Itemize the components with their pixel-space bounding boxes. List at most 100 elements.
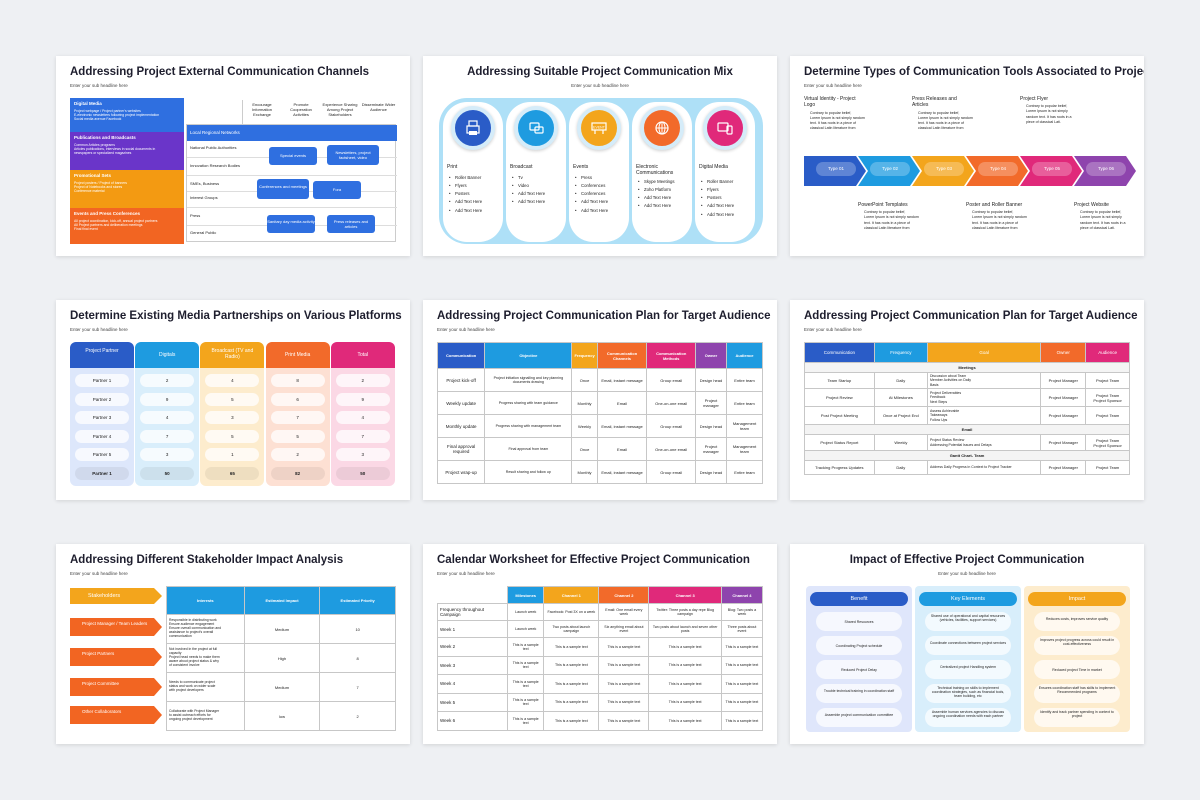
slide-title: Addressing Project Communication Plan fo… xyxy=(437,310,771,322)
table-cell: This is a sample text xyxy=(543,674,600,694)
type-arrow[interactable]: Type 04 xyxy=(966,156,1028,186)
slide-communication-mix[interactable]: Addressing Suitable Project Communicatio… xyxy=(423,56,777,256)
table-cell: Email, instant message xyxy=(596,414,648,438)
interest-line: aware about project status & why xyxy=(169,658,219,663)
table-row: Post Project Meeting Once at Project End A… xyxy=(804,406,1130,425)
table-row: Team Startup Daily Discussion about Team Me… xyxy=(804,372,1130,389)
table-cell: Once xyxy=(571,368,598,392)
impact-column: Key Elements Shared use of operational an… xyxy=(915,586,1021,732)
stakeholder-label: Project Committee xyxy=(82,681,120,686)
goal-line: Member Activities on Daily xyxy=(930,378,972,383)
column-header[interactable]: Impact xyxy=(1028,592,1126,606)
section-header: Gantt Chart- Team xyxy=(804,450,1130,461)
stakeholder-arrow[interactable]: Other Collaborators xyxy=(70,706,162,724)
type-arrow[interactable]: Type 02 xyxy=(858,156,920,186)
mix-list-item: Roller Banner xyxy=(449,174,503,182)
mix-list-item: Add Text Here xyxy=(701,211,755,219)
column-header: Project Partner xyxy=(70,342,134,368)
interest-line: Collaborate with Project Manager xyxy=(169,709,220,714)
interest-line: status and work on wider scale xyxy=(169,684,216,689)
mix-card[interactable]: BroadcastTvVideoAdd Text HereAdd Text He… xyxy=(506,102,566,242)
category-title: Digital Media xyxy=(74,101,102,106)
impact-item: Identify and track partner spending in c… xyxy=(1034,708,1120,727)
column-header[interactable]: Key Elements xyxy=(919,592,1017,606)
type-arrow[interactable]: Type 03 xyxy=(912,156,974,186)
tool-line: random text. It has roots in a xyxy=(1026,114,1072,119)
table-cell: Entire team xyxy=(726,368,763,392)
table-cell: Weekly xyxy=(873,434,929,451)
slide-comm-plan-1[interactable]: Addressing Project Communication Plan fo… xyxy=(423,300,777,500)
column-header: Communication xyxy=(436,342,486,369)
impact-table: Interests Estimated Impact Estimated Prior… xyxy=(166,586,396,731)
stakeholder-arrow[interactable]: Project Committee xyxy=(70,678,162,696)
slide-impact[interactable]: Impact of Effective Project Communicatio… xyxy=(790,544,1144,744)
table-cell: This is a sample text xyxy=(720,637,764,657)
slide-communication-tools[interactable]: Determine Types of Communication Tools A… xyxy=(790,56,1144,256)
mix-card[interactable]: Electronic CommunicationsSkype MeetingsZ… xyxy=(632,102,692,242)
slide-title: Determine Existing Media Partnerships on… xyxy=(70,310,402,322)
interest-line: Needs to communicate project xyxy=(169,680,215,685)
partner-column: Total 2 9 4 7 3 50 xyxy=(330,342,395,486)
table-cell: Monthly xyxy=(571,391,598,415)
stakeholder-arrow[interactable]: Project Partners xyxy=(70,648,162,666)
table-cell: One-on-one email xyxy=(646,391,696,415)
slide-title: Addressing Project Communication Plan fo… xyxy=(804,310,1138,322)
column-header: Objective xyxy=(484,342,573,369)
partner-cell: Partner 4 xyxy=(75,429,129,443)
table-cell: Final approval from team xyxy=(484,437,573,461)
goal-cell: Project Status Review Addressing Potentia… xyxy=(926,434,1042,451)
column-header: Total xyxy=(330,342,395,368)
interest-line: Ensure overall communication and xyxy=(169,626,222,631)
interest-line: assistance to project's overall xyxy=(169,629,214,634)
slide-external-channels[interactable]: Addressing Project External Communicatio… xyxy=(56,56,410,256)
partner-cell: 7 xyxy=(335,429,390,443)
table-cell: Management team xyxy=(726,414,763,438)
slide-calendar-worksheet[interactable]: Calendar Worksheet for Effective Project… xyxy=(423,544,777,744)
tool-lines: Contrary to popular belief, Lorem Ipsum i… xyxy=(810,111,904,132)
partner-cell: 50 xyxy=(140,466,195,480)
table-cell: Medium xyxy=(243,672,321,702)
table-cell: Email xyxy=(596,437,648,461)
table-cell: Project Team Project Sponsor xyxy=(1085,434,1130,451)
channel-category: Events and Press Conferences All project … xyxy=(70,208,184,244)
interest-line: Project head needs to make them xyxy=(169,655,220,660)
tool-line: classical Latin literature from xyxy=(918,126,964,131)
mix-list-item: Posters xyxy=(701,194,755,202)
slide-media-partnerships[interactable]: Determine Existing Media Partnerships on… xyxy=(56,300,410,500)
mix-list-item: Add Text Here xyxy=(575,207,629,215)
type-arrow[interactable]: Type 01 xyxy=(804,156,866,186)
table-cell: This is a sample text xyxy=(648,655,722,675)
column-header[interactable]: Benefit xyxy=(810,592,908,606)
mix-card[interactable]: Digital MediaRoller BannerFlyersPostersA… xyxy=(695,102,755,242)
column-header: Print Media xyxy=(265,342,330,368)
type-arrow[interactable]: Type 05 xyxy=(1020,156,1082,186)
category-line: All project coordination, kick-off, annu… xyxy=(74,218,158,223)
mix-card[interactable]: EVENTEventsPressConferencesConferencesAd… xyxy=(569,102,629,242)
stakeholder-arrow[interactable]: Project Manager / Team Leaders xyxy=(70,618,162,636)
category-line: E-electronic newsletters following proje… xyxy=(74,112,160,117)
tool-lines: Contrary to popular belief, Lorem Ipsum i… xyxy=(1026,104,1120,125)
tool-line: Lorem Ipsum is not simply random xyxy=(972,215,1027,220)
slide-stakeholder-impact[interactable]: Addressing Different Stakeholder Impact … xyxy=(56,544,410,744)
slide-comm-plan-2[interactable]: Addressing Project Communication Plan fo… xyxy=(790,300,1144,500)
partner-cell: 50 xyxy=(335,466,390,480)
table-cell: Group email xyxy=(646,368,696,392)
type-arrow[interactable]: Type 06 xyxy=(1074,156,1136,186)
column-header: Goal xyxy=(926,342,1042,363)
goal-cell: Assess Achievable Takeaways Follow Ups xyxy=(926,406,1042,425)
column-header: Communication Methods xyxy=(646,342,696,369)
table-cell: Project wrap-up xyxy=(436,460,486,484)
table-cell: Final approval required xyxy=(436,437,486,461)
column-header: Estimated Impact xyxy=(243,586,321,615)
interest-line: communication xyxy=(169,633,192,638)
column-header: Channel 4 xyxy=(720,586,764,604)
table-row: Project kick-off Project initiation signa… xyxy=(436,368,763,392)
interest-line: with project developers xyxy=(169,687,204,692)
tool-line: Contrary to popular belief, xyxy=(972,210,1014,215)
mix-list-item: Add Text Here xyxy=(638,202,692,210)
stakeholders-header[interactable]: Stakeholders xyxy=(70,588,162,604)
impact-item: Reduced Project Delay xyxy=(816,660,902,679)
column-header: Communication xyxy=(804,342,875,363)
table-cell: This is a sample text xyxy=(648,674,722,694)
mix-card[interactable]: PrintRoller BannerFlyersPostersAdd Text … xyxy=(443,102,503,242)
